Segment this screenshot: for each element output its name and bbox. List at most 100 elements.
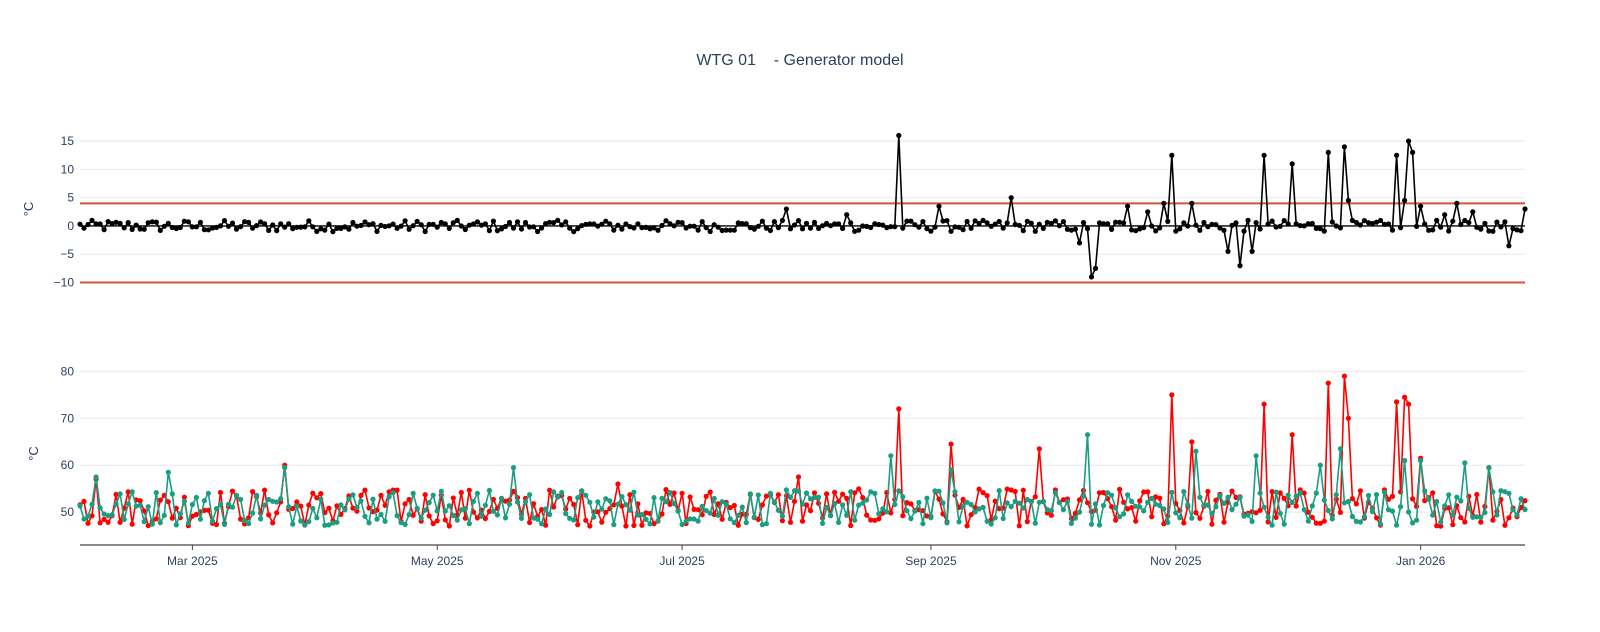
data-point <box>948 228 954 234</box>
data-point <box>93 221 99 227</box>
data-point <box>607 498 613 504</box>
data-point <box>262 502 268 508</box>
data-point <box>1321 518 1327 524</box>
data-point <box>1040 498 1046 504</box>
data-point <box>1446 505 1452 511</box>
data-point <box>466 487 472 493</box>
data-point <box>727 516 733 522</box>
data-point <box>771 219 778 225</box>
data-point <box>840 491 846 497</box>
data-point <box>1201 502 1207 509</box>
data-point <box>442 517 448 523</box>
data-point <box>535 228 541 235</box>
data-point <box>727 227 733 233</box>
data-point <box>410 490 416 496</box>
data-point <box>1289 499 1295 506</box>
data-point <box>145 220 151 226</box>
data-point <box>290 226 296 232</box>
data-point <box>868 224 874 231</box>
data-point <box>1024 218 1030 224</box>
data-point <box>527 519 533 526</box>
data-point <box>1016 222 1022 228</box>
data-point <box>1205 502 1211 508</box>
chart-title-sub: - Generator model <box>773 52 904 69</box>
data-point <box>298 518 304 524</box>
data-point <box>671 223 677 229</box>
data-point <box>1357 222 1363 228</box>
data-point <box>229 504 236 510</box>
data-point <box>1229 507 1235 513</box>
data-point <box>920 219 926 225</box>
data-point <box>820 223 826 229</box>
data-point <box>1048 512 1054 518</box>
data-point <box>1450 522 1456 528</box>
data-point <box>1145 499 1151 505</box>
data-point <box>1309 220 1315 227</box>
data-point <box>462 226 468 233</box>
data-point <box>707 510 713 516</box>
data-point <box>133 503 139 509</box>
data-point <box>832 221 838 227</box>
data-point <box>145 504 151 510</box>
data-point <box>723 501 729 507</box>
data-point <box>177 224 183 231</box>
data-point <box>832 489 838 495</box>
data-point <box>1169 152 1175 158</box>
data-point <box>1261 504 1267 510</box>
data-point <box>864 223 870 229</box>
data-point <box>450 495 456 501</box>
data-point <box>486 228 492 234</box>
y-tick-label: −5 <box>60 247 74 261</box>
data-point <box>1385 507 1392 513</box>
data-point <box>514 499 521 505</box>
data-point <box>121 225 127 231</box>
data-point <box>1474 491 1480 498</box>
data-point <box>1141 225 1147 231</box>
data-point <box>1434 217 1440 223</box>
data-point <box>394 487 400 493</box>
data-point <box>266 227 272 233</box>
data-point <box>1329 516 1335 522</box>
data-point <box>739 504 745 510</box>
data-point <box>1486 465 1492 471</box>
data-point <box>390 221 396 227</box>
data-point <box>522 219 529 226</box>
data-point <box>707 489 713 495</box>
data-point <box>840 225 846 232</box>
data-point <box>667 501 673 507</box>
data-point <box>221 521 228 528</box>
data-point <box>330 520 336 526</box>
data-point <box>490 218 496 224</box>
data-point <box>229 488 236 494</box>
data-point <box>984 518 990 524</box>
data-point <box>799 501 806 507</box>
data-point <box>659 495 665 501</box>
data-point <box>1454 200 1460 206</box>
data-point <box>113 219 119 225</box>
data-point <box>603 496 609 502</box>
data-point <box>683 518 689 524</box>
data-point <box>474 219 480 225</box>
data-point <box>482 221 488 227</box>
data-point <box>868 517 874 523</box>
data-point <box>1345 415 1351 421</box>
data-point <box>563 219 569 225</box>
data-point <box>1109 226 1115 232</box>
data-point <box>346 226 352 232</box>
data-point <box>258 516 264 522</box>
data-point <box>1113 505 1119 511</box>
data-point <box>189 224 195 230</box>
data-point <box>1004 500 1010 506</box>
data-point <box>603 509 609 515</box>
data-point <box>366 520 372 526</box>
data-point <box>1309 514 1315 520</box>
data-point <box>627 507 633 513</box>
data-point <box>197 516 203 522</box>
data-point <box>185 219 191 225</box>
data-point <box>695 518 701 524</box>
data-point <box>129 226 135 232</box>
data-point <box>583 221 589 227</box>
data-point <box>759 502 766 508</box>
data-point <box>787 226 794 232</box>
data-point <box>1109 492 1115 498</box>
